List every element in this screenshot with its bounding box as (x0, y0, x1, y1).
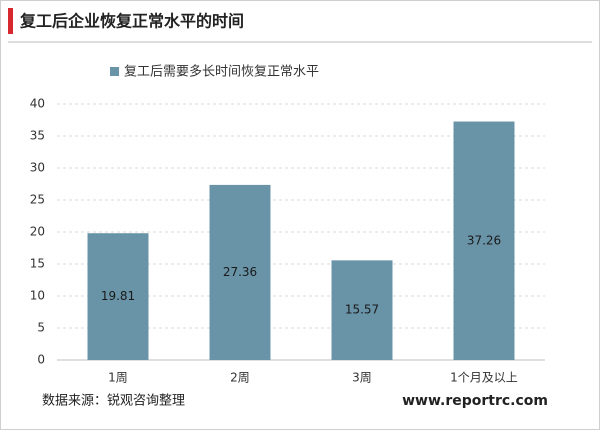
y-tick-label: 25 (30, 193, 45, 207)
x-tick-label: 1个月及以上 (450, 371, 518, 385)
y-tick-label: 40 (30, 97, 45, 111)
title-accent (8, 8, 13, 34)
value-label: 15.57 (345, 303, 379, 317)
website: www.reportrc.com (402, 393, 548, 409)
bar (453, 121, 515, 360)
y-tick-label: 10 (30, 289, 45, 303)
bar (87, 233, 149, 360)
x-tick-label: 1周 (108, 371, 128, 385)
x-tick-label: 3周 (352, 371, 372, 385)
y-tick-label: 5 (37, 321, 45, 335)
y-tick-label: 0 (37, 353, 45, 367)
y-tick-label: 20 (30, 225, 45, 239)
value-label: 37.26 (467, 233, 501, 247)
x-tick-label: 2周 (230, 371, 250, 385)
value-label: 19.81 (101, 289, 135, 303)
legend-swatch (110, 67, 119, 76)
bar (331, 260, 393, 360)
bar (209, 184, 271, 360)
y-tick-label: 15 (30, 257, 45, 271)
y-tick-label: 35 (30, 129, 45, 143)
y-tick-label: 30 (30, 161, 45, 175)
chart-title: 复工后企业恢复正常水平的时间 (19, 12, 244, 31)
source: 数据来源：锐观咨询整理 (42, 394, 185, 409)
value-label: 27.36 (223, 265, 257, 279)
legend-label: 复工后需要多长时间恢复正常水平 (124, 64, 319, 80)
